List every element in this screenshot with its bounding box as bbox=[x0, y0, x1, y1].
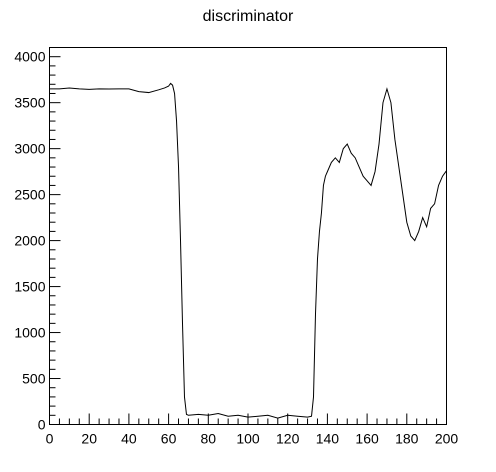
x-tick-label: 100 bbox=[236, 431, 260, 447]
x-tick-label: 200 bbox=[435, 431, 459, 447]
y-tick-label: 3000 bbox=[14, 141, 45, 157]
x-tick-label: 40 bbox=[121, 431, 137, 447]
x-tick-label: 80 bbox=[201, 431, 217, 447]
x-tick-label: 140 bbox=[316, 431, 340, 447]
plot-frame bbox=[49, 47, 447, 425]
chart-title: discriminator bbox=[203, 8, 294, 25]
y-tick-label: 2000 bbox=[14, 233, 45, 249]
x-tick-label: 60 bbox=[161, 431, 177, 447]
series-line bbox=[49, 82, 447, 419]
x-tick-label: 160 bbox=[355, 431, 379, 447]
x-tick-label: 0 bbox=[46, 431, 54, 447]
y-tick-label: 2500 bbox=[14, 187, 45, 203]
x-tick-label: 180 bbox=[395, 431, 419, 447]
y-tick-label: 0 bbox=[38, 417, 46, 433]
x-tick-label: 20 bbox=[81, 431, 97, 447]
x-tick-label: 120 bbox=[276, 431, 300, 447]
y-axis: 0 500 1000 1500 2000 2500 3000 3500 4000 bbox=[14, 47, 61, 433]
y-tick-label: 1000 bbox=[14, 325, 45, 341]
x-axis: 0 20 40 60 80 100 120 140 160 180 200 bbox=[46, 413, 459, 447]
y-tick-label: 1500 bbox=[14, 279, 45, 295]
y-tick-label: 4000 bbox=[14, 49, 45, 65]
y-tick-label: 500 bbox=[22, 371, 46, 387]
y-tick-label: 3500 bbox=[14, 95, 45, 111]
